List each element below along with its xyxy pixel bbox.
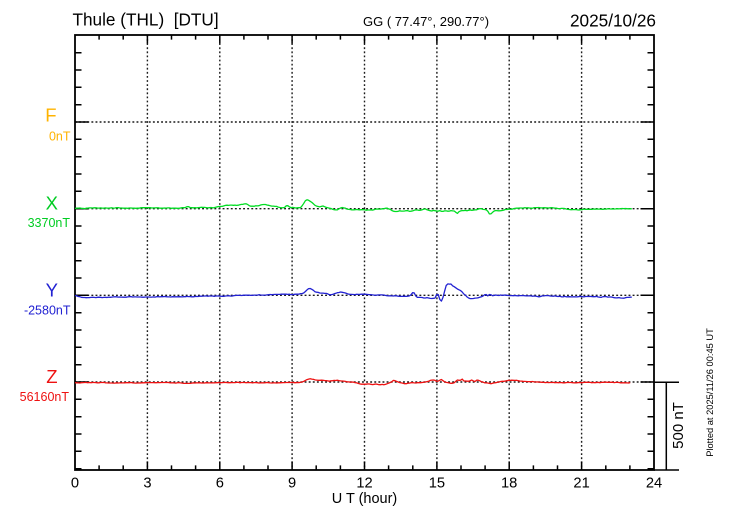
- svg-text:Thule (THL) [DTU]: Thule (THL) [DTU]: [73, 10, 219, 30]
- svg-text:0nT: 0nT: [49, 130, 71, 144]
- svg-text:9: 9: [288, 475, 296, 491]
- svg-text:12: 12: [356, 475, 372, 491]
- svg-text:Z: Z: [46, 366, 57, 387]
- svg-text:500 nT: 500 nT: [670, 402, 687, 449]
- svg-text:Y: Y: [46, 279, 58, 300]
- svg-text:3: 3: [143, 475, 151, 491]
- svg-text:15: 15: [429, 475, 445, 491]
- svg-text:GG ( 77.47°, 290.77°): GG ( 77.47°, 290.77°): [363, 14, 489, 29]
- svg-text:0: 0: [71, 475, 79, 491]
- svg-text:56160nT: 56160nT: [20, 390, 70, 404]
- svg-text:Plotted at 2025/11/26 00:45 UT: Plotted at 2025/11/26 00:45 UT: [705, 328, 715, 457]
- svg-text:-2580nT: -2580nT: [24, 304, 71, 318]
- svg-text:21: 21: [573, 475, 589, 491]
- svg-text:U T (hour): U T (hour): [332, 491, 398, 507]
- svg-text:18: 18: [501, 475, 517, 491]
- svg-text:X: X: [46, 192, 58, 213]
- svg-text:2025/10/26: 2025/10/26: [570, 11, 656, 31]
- svg-text:3370nT: 3370nT: [28, 216, 71, 230]
- svg-text:24: 24: [646, 475, 662, 491]
- svg-text:F: F: [45, 105, 56, 126]
- svg-text:6: 6: [216, 475, 224, 491]
